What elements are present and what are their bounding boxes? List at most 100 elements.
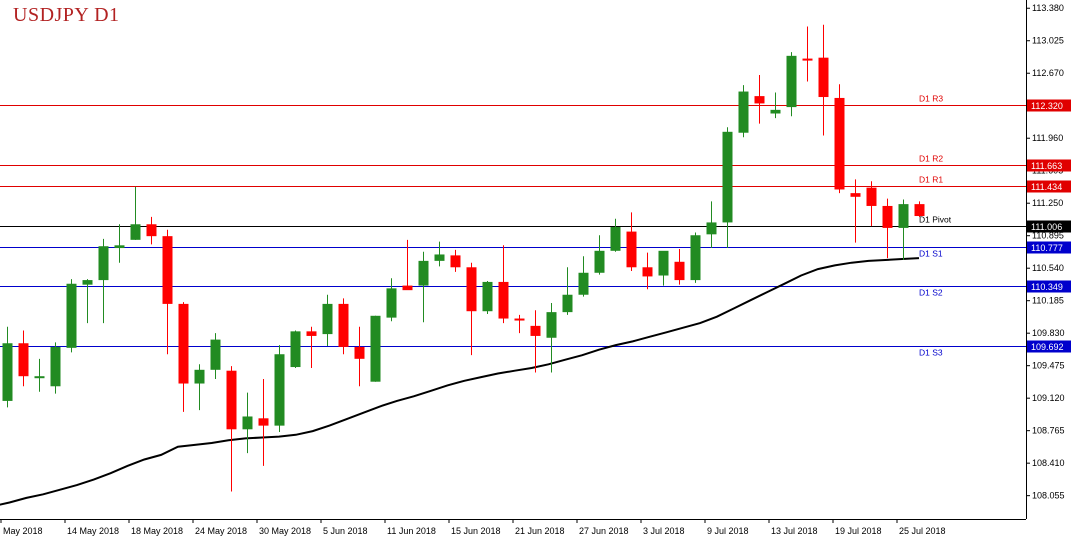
y-tick-label: 108.055: [1032, 491, 1065, 501]
level-name-label: D1 S1: [919, 249, 943, 259]
candle-body: [482, 281, 493, 312]
candle: [98, 238, 109, 324]
candle: [450, 249, 461, 272]
candle-body: [322, 303, 333, 335]
candle: [130, 186, 141, 240]
level-price-label: 111.663: [1031, 161, 1062, 171]
candle-body: [674, 261, 685, 281]
candle-body: [578, 272, 589, 295]
candle-body: [770, 109, 781, 114]
candle: [482, 281, 493, 314]
level-name-label: D1 R2: [919, 154, 943, 164]
candle-body: [130, 224, 141, 240]
x-tick-label: 19 Jul 2018: [835, 526, 882, 536]
chart-title: USDJPY D1: [13, 4, 120, 26]
candle: [786, 52, 797, 117]
candle-body: [98, 246, 109, 281]
y-tick-label: 112.670: [1032, 68, 1064, 78]
candle: [146, 216, 157, 245]
candle-body: [466, 267, 477, 312]
candle-body: [338, 303, 349, 347]
candle-body: [178, 303, 189, 384]
level-name-label: D1 R3: [919, 94, 943, 104]
candle-body: [626, 231, 637, 268]
candle: [530, 310, 541, 373]
candle-body: [242, 416, 253, 430]
candle: [434, 241, 445, 267]
candle-body: [866, 187, 877, 206]
candle: [594, 235, 605, 275]
candle-body: [530, 325, 541, 336]
level-price-tag: [1027, 220, 1071, 233]
candle: [658, 250, 669, 286]
candle: [802, 26, 813, 82]
level-price-label: 112.320: [1031, 101, 1063, 111]
candle-body: [914, 204, 925, 217]
candle-body: [850, 193, 861, 197]
candle-body: [546, 312, 557, 338]
y-tick-label: 110.895: [1032, 231, 1064, 241]
candle: [322, 294, 333, 346]
level-price-tag: [1027, 280, 1071, 293]
moving-average-line: [0, 257, 920, 506]
y-tick-label: 113.025: [1032, 36, 1064, 46]
candle: [722, 127, 733, 249]
x-tick-label: 13 Jul 2018: [771, 526, 818, 536]
candle: [738, 85, 749, 138]
x-tick-label: May 2018: [3, 526, 43, 536]
candle: [274, 345, 285, 433]
x-tick-label: 30 May 2018: [259, 526, 311, 536]
candle: [578, 256, 589, 297]
candle-body: [226, 370, 237, 430]
candle-body: [354, 346, 365, 359]
candle-body: [706, 222, 717, 235]
candle: [706, 201, 717, 249]
y-tick-label: 108.765: [1032, 426, 1065, 436]
candle: [610, 218, 621, 252]
level-price-label: 111.434: [1031, 182, 1062, 192]
x-tick-label: 18 May 2018: [131, 526, 183, 536]
level-price-tag: [1027, 340, 1071, 353]
candle-body: [162, 236, 173, 304]
candle: [162, 229, 173, 355]
candle: [770, 92, 781, 119]
candle: [690, 232, 701, 283]
level-price-label: 109.692: [1031, 342, 1064, 352]
candle-body: [210, 339, 221, 370]
y-tick-label: 110.540: [1032, 263, 1064, 273]
y-tick-label: 111.960: [1032, 133, 1063, 143]
level-price-label: 110.777: [1031, 243, 1063, 253]
candle: [818, 24, 829, 136]
candle-body: [50, 346, 61, 387]
candle: [50, 342, 61, 394]
candle-body: [34, 376, 45, 379]
candle-body: [66, 283, 77, 348]
candle: [2, 326, 13, 408]
candle-body: [658, 250, 669, 276]
candle-body: [194, 369, 205, 384]
candle-body: [754, 96, 765, 104]
candle-body: [642, 267, 653, 277]
candle-body: [594, 250, 605, 273]
candle: [354, 326, 365, 387]
y-tick-label: 111.250: [1032, 198, 1063, 208]
level-name-label: D1 S2: [919, 288, 943, 298]
level-name-label: D1 S3: [919, 348, 943, 358]
candle: [82, 279, 93, 324]
candle-body: [498, 281, 509, 319]
candle-body: [290, 331, 301, 368]
candle-body: [370, 315, 381, 382]
candle: [626, 212, 637, 271]
level-price-tag: [1027, 180, 1071, 193]
x-tick-label: 21 Jun 2018: [515, 526, 565, 536]
candle-body: [274, 354, 285, 426]
candle-body: [738, 91, 749, 133]
level-price-tag: [1027, 99, 1071, 112]
candle-body: [146, 224, 157, 237]
candle-body: [114, 245, 125, 249]
candle: [290, 330, 301, 368]
level-price-tag: [1027, 241, 1071, 254]
candle-body: [450, 255, 461, 268]
candle: [114, 224, 125, 263]
candle-body: [18, 343, 29, 377]
